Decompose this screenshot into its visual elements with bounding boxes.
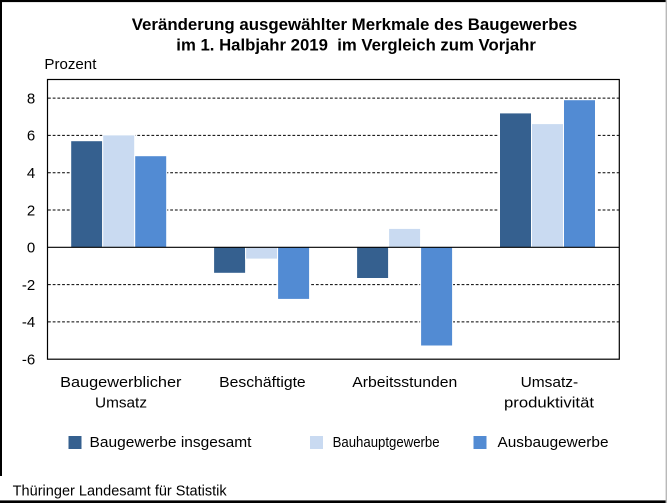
svg-text:-6: -6 <box>22 352 35 369</box>
svg-text:4: 4 <box>27 165 35 182</box>
svg-text:Beschäftigte: Beschäftigte <box>219 375 306 391</box>
svg-text:Arbeitsstunden: Arbeitsstunden <box>352 375 457 391</box>
svg-text:0: 0 <box>27 240 35 257</box>
svg-text:-2: -2 <box>22 277 35 294</box>
svg-text:produktivität: produktivität <box>504 395 594 411</box>
svg-text:Bauhauptgewerbe: Bauhauptgewerbe <box>333 435 440 451</box>
svg-text:2: 2 <box>27 202 35 219</box>
svg-text:-4: -4 <box>22 314 35 331</box>
svg-text:Prozent: Prozent <box>44 57 96 73</box>
svg-text:im 1. Halbjahr 2019 im Vergle: im 1. Halbjahr 2019 im Vergleich zum Vor… <box>176 35 536 54</box>
svg-text:Baugewerblicher: Baugewerblicher <box>60 375 182 391</box>
svg-text:Umsatz: Umsatz <box>95 395 147 411</box>
svg-text:6: 6 <box>27 128 35 145</box>
svg-text:Thüringer Landesamt für Statis: Thüringer Landesamt für Statistik <box>13 484 228 500</box>
svg-text:8: 8 <box>27 90 35 107</box>
svg-text:Veränderung ausgewählter Merkm: Veränderung ausgewählter Merkmale des Ba… <box>132 15 578 34</box>
svg-text:Umsatz-: Umsatz- <box>521 375 579 391</box>
svg-text:Ausbaugewerbe: Ausbaugewerbe <box>498 435 609 451</box>
svg-text:Baugewerbe insgesamt: Baugewerbe insgesamt <box>90 435 252 451</box>
